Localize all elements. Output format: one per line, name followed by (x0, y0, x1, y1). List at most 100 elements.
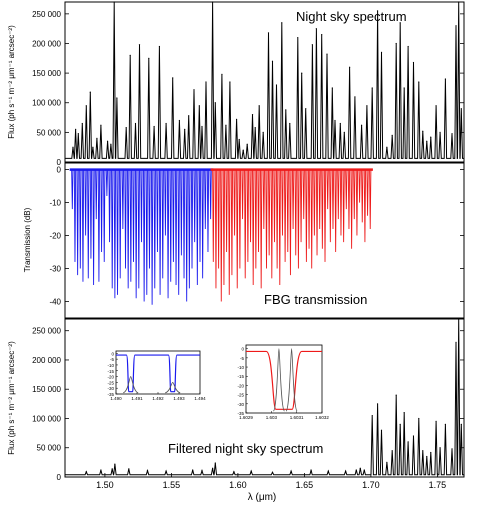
y-axis-label: Flux (ph s⁻¹ m⁻² μm⁻¹ arcsec⁻²) (7, 25, 16, 139)
spectral-line-peak (178, 119, 180, 122)
inset-x-tick-label: 1.494 (194, 396, 206, 401)
fbg-notch (81, 169, 85, 282)
spectral-line-peak (297, 36, 299, 39)
spectral-line-peak (188, 115, 190, 117)
spectral-line-peak (165, 122, 167, 125)
fbg-notch (278, 169, 281, 286)
y-tick-label: 200 000 (32, 39, 61, 48)
spectral-line-peak (146, 469, 149, 472)
spectral-line-peak (430, 451, 432, 454)
spectral-line-peak (407, 441, 409, 443)
spectral-line-peak (192, 469, 194, 471)
spectral-line-peak (422, 450, 424, 452)
spectral-line-peak (418, 81, 420, 83)
spectral-line-peak (371, 87, 373, 89)
spectral-line-peak (72, 146, 74, 148)
y-tick-label: 0 (57, 158, 62, 167)
fbg-notch (89, 169, 93, 259)
fbg-notch (196, 169, 199, 286)
fbg-notch (209, 169, 212, 220)
fbg-notch (369, 169, 372, 229)
fbg-notch (188, 169, 191, 289)
spectral-line-peak (289, 122, 291, 125)
inset-x-tick-label: 1.6032 (315, 415, 329, 420)
inset-y-tick-label: -15 (107, 369, 114, 374)
spectral-line-peak (242, 149, 244, 151)
spectral-line-peak (371, 414, 373, 417)
inset-y-tick-label: -30 (237, 402, 244, 407)
inset-x-tick-label: 1.603 (266, 415, 278, 420)
spectral-line-peak (439, 131, 441, 133)
fbg-notch (294, 169, 297, 256)
spectral-line-peak (114, 463, 116, 465)
fbg-notch (345, 169, 348, 210)
fbg-notch (212, 169, 215, 262)
y-tick-label: 50 000 (37, 128, 62, 137)
spectral-line-peak (326, 53, 328, 55)
fbg-notch (323, 169, 327, 262)
spectral-line-peak (422, 130, 424, 132)
inset-x-tick-label: 1.490 (110, 396, 122, 401)
spectral-line-peak (290, 470, 292, 472)
y-tick-label: -40 (49, 298, 61, 307)
spectral-line-peak (455, 341, 457, 344)
inset-y-tick-label: -20 (107, 375, 114, 380)
spectral-line-peak (315, 28, 317, 30)
fbg-notch (315, 169, 319, 256)
spectral-line-peak (399, 423, 401, 425)
fbg-notch (92, 169, 95, 286)
inset-y-tick-label: -20 (237, 383, 244, 388)
panel-filtered-night-sky-spectrum: 0 50 000 100 000 150 000 200 000 250 000 1.50… (7, 318, 465, 503)
spectral-line-peak (148, 57, 150, 59)
x-axis-label: λ (μm) (248, 492, 277, 503)
fbg-notch (153, 169, 156, 289)
spectral-line-peak (391, 450, 393, 452)
fbg-notch (105, 169, 109, 196)
spectral-line-peak (138, 44, 141, 46)
inset-y-tick-label: -5 (110, 357, 114, 362)
spectral-line-peak (395, 394, 397, 396)
inset-y-tick-label: -25 (107, 380, 114, 385)
y-tick-label: 150 000 (32, 69, 61, 78)
spectral-line-peak (380, 51, 383, 53)
spectral-line-peak (77, 132, 79, 135)
fbg-notch (84, 169, 87, 236)
spectral-line-peak (85, 105, 87, 107)
spectral-line-peak (212, 467, 214, 469)
inset-filter-response (246, 350, 322, 410)
spectral-line-peak (198, 105, 200, 107)
spectral-line-peak (225, 124, 227, 126)
fbg-notch (127, 169, 130, 289)
spectral-line-peak (451, 132, 453, 135)
x-tick-label: 1.60 (229, 480, 247, 490)
fbg-notch (305, 169, 308, 262)
spectral-line-peak (455, 25, 457, 27)
spectral-line-peak (376, 10, 379, 12)
spectral-line-peak (403, 412, 405, 414)
spectral-line-peak (301, 72, 303, 74)
spectral-line-peak (125, 127, 127, 129)
panel-fbg-transmission: 0 -10 -20 -30 -40 FBG transmission Transmiss… (23, 162, 465, 319)
spectral-line-peak (229, 81, 231, 83)
fbg-notch (246, 169, 249, 262)
filtered-spectrum-line (65, 318, 464, 476)
spectral-line-peak (345, 470, 347, 472)
inset-y-tick-label: -35 (237, 411, 244, 416)
inset-emission-line (285, 348, 298, 412)
fbg-notch (302, 169, 305, 220)
spectral-line-peak (116, 97, 118, 99)
inset-y-tick-label: -30 (107, 386, 114, 391)
fbg-notch (284, 169, 287, 262)
spectral-line-peak (275, 84, 278, 86)
fbg-notch (204, 169, 207, 229)
fbg-notch (95, 169, 98, 220)
spectral-line-peak (349, 66, 351, 68)
spectral-line-peak (129, 54, 131, 56)
spectral-line-peak (251, 113, 254, 116)
inset-x-tick-label: 1.492 (152, 396, 164, 401)
spectral-line-peak (201, 125, 203, 128)
fbg-notch (164, 169, 167, 236)
spectral-line-peak (153, 125, 155, 128)
fbg-notch (361, 169, 364, 223)
spectral-line-peak (184, 128, 186, 131)
